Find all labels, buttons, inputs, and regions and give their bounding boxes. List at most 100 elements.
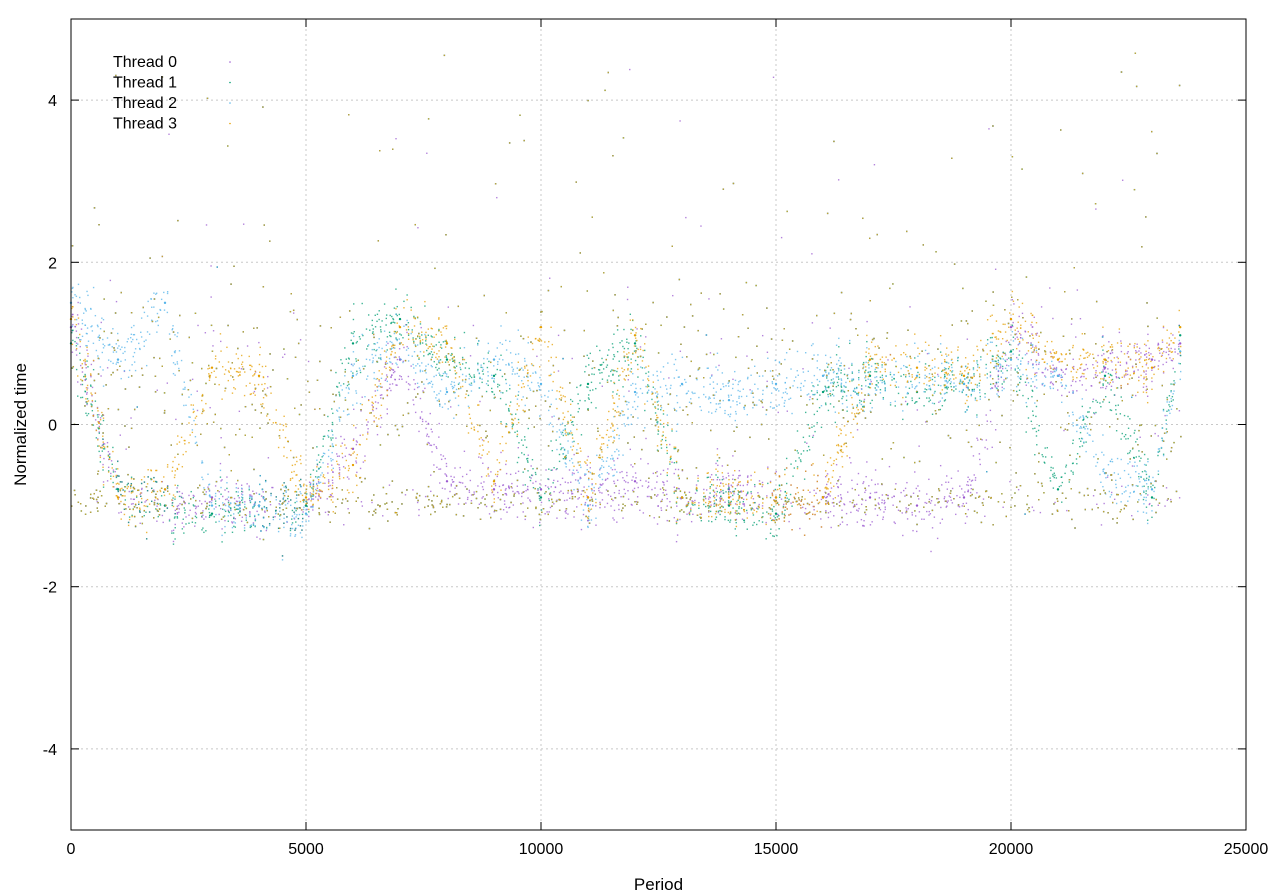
- data-point: [508, 486, 510, 489]
- data-point: [828, 493, 830, 496]
- data-point: [478, 503, 481, 505]
- data-point: [1102, 386, 1104, 389]
- data-point: [1072, 390, 1074, 392]
- data-point: [481, 370, 484, 372]
- data-point: [573, 440, 575, 443]
- data-point: [468, 367, 470, 370]
- data-point: [430, 490, 432, 493]
- data-point: [418, 430, 420, 433]
- data-point: [915, 487, 918, 490]
- data-point: [461, 475, 464, 478]
- data-point: [201, 516, 203, 518]
- data-point: [332, 496, 334, 498]
- data-point: [253, 505, 255, 508]
- data-point: [467, 394, 470, 397]
- data-point: [736, 484, 739, 487]
- data-point: [353, 408, 355, 411]
- data-point: [505, 472, 508, 475]
- data-point: [470, 382, 473, 384]
- data-point: [450, 406, 452, 408]
- data-point: [1012, 348, 1014, 351]
- data-point: [1127, 415, 1129, 418]
- data-point: [1127, 427, 1130, 429]
- data-point: [833, 505, 835, 507]
- data-point: [451, 479, 453, 481]
- data-point: [809, 491, 811, 493]
- data-point: [1031, 396, 1033, 398]
- data-point: [320, 490, 322, 492]
- data-point: [831, 393, 834, 396]
- data-point: [540, 501, 543, 504]
- data-point: [580, 434, 583, 436]
- data-point: [616, 370, 618, 373]
- data-point: [647, 385, 650, 388]
- data-point: [1102, 383, 1104, 385]
- data-point: [742, 501, 745, 503]
- data-point: [979, 389, 981, 391]
- data-point: [772, 76, 775, 78]
- data-point: [673, 447, 675, 450]
- data-point: [433, 443, 435, 446]
- data-point: [391, 368, 393, 371]
- data-point: [715, 462, 717, 465]
- data-point: [433, 360, 435, 363]
- data-point: [500, 518, 502, 520]
- data-point: [176, 491, 178, 493]
- data-point: [696, 490, 698, 492]
- data-point: [1050, 469, 1052, 472]
- data-point: [601, 385, 603, 387]
- data-point: [662, 413, 665, 415]
- data-point: [1079, 317, 1082, 320]
- data-point: [1099, 381, 1101, 383]
- data-point: [1049, 477, 1051, 479]
- data-point: [968, 478, 971, 481]
- data-point: [1083, 375, 1085, 378]
- data-point: [900, 491, 902, 494]
- data-point: [192, 494, 195, 497]
- data-point: [318, 467, 320, 470]
- data-point: [1095, 370, 1097, 372]
- data-point: [802, 450, 805, 452]
- data-point: [562, 492, 564, 495]
- data-point: [538, 497, 541, 500]
- data-point: [731, 478, 734, 480]
- data-point: [316, 482, 318, 485]
- data-point: [727, 500, 730, 502]
- data-point: [687, 500, 690, 503]
- data-point: [978, 382, 981, 385]
- data-point: [317, 498, 319, 501]
- data-point: [1158, 450, 1161, 452]
- data-point: [398, 348, 401, 350]
- data-point: [870, 380, 872, 383]
- data-point: [870, 479, 873, 481]
- data-point: [106, 441, 109, 444]
- data-point: [970, 484, 972, 486]
- data-point: [562, 457, 565, 460]
- data-point: [999, 357, 1001, 359]
- data-point: [710, 504, 712, 506]
- data-point: [468, 373, 471, 376]
- data-point: [895, 386, 897, 388]
- data-point: [1024, 381, 1027, 383]
- data-point: [941, 484, 943, 486]
- data-point: [222, 495, 224, 498]
- data-point: [613, 382, 616, 385]
- data-point: [747, 491, 749, 493]
- data-point: [1018, 350, 1021, 352]
- data-point: [925, 502, 928, 504]
- data-point: [587, 408, 589, 410]
- data-point: [599, 349, 601, 352]
- data-point: [1063, 429, 1065, 432]
- data-point: [148, 511, 151, 513]
- data-point: [829, 510, 832, 513]
- data-point: [236, 500, 239, 503]
- data-point: [573, 472, 575, 475]
- data-point: [436, 447, 438, 450]
- data-point: [604, 506, 606, 508]
- data-point: [1008, 341, 1010, 344]
- data-point: [181, 522, 184, 524]
- data-point: [1165, 351, 1167, 354]
- data-point: [734, 478, 736, 481]
- data-point: [327, 485, 330, 487]
- data-point: [642, 512, 645, 514]
